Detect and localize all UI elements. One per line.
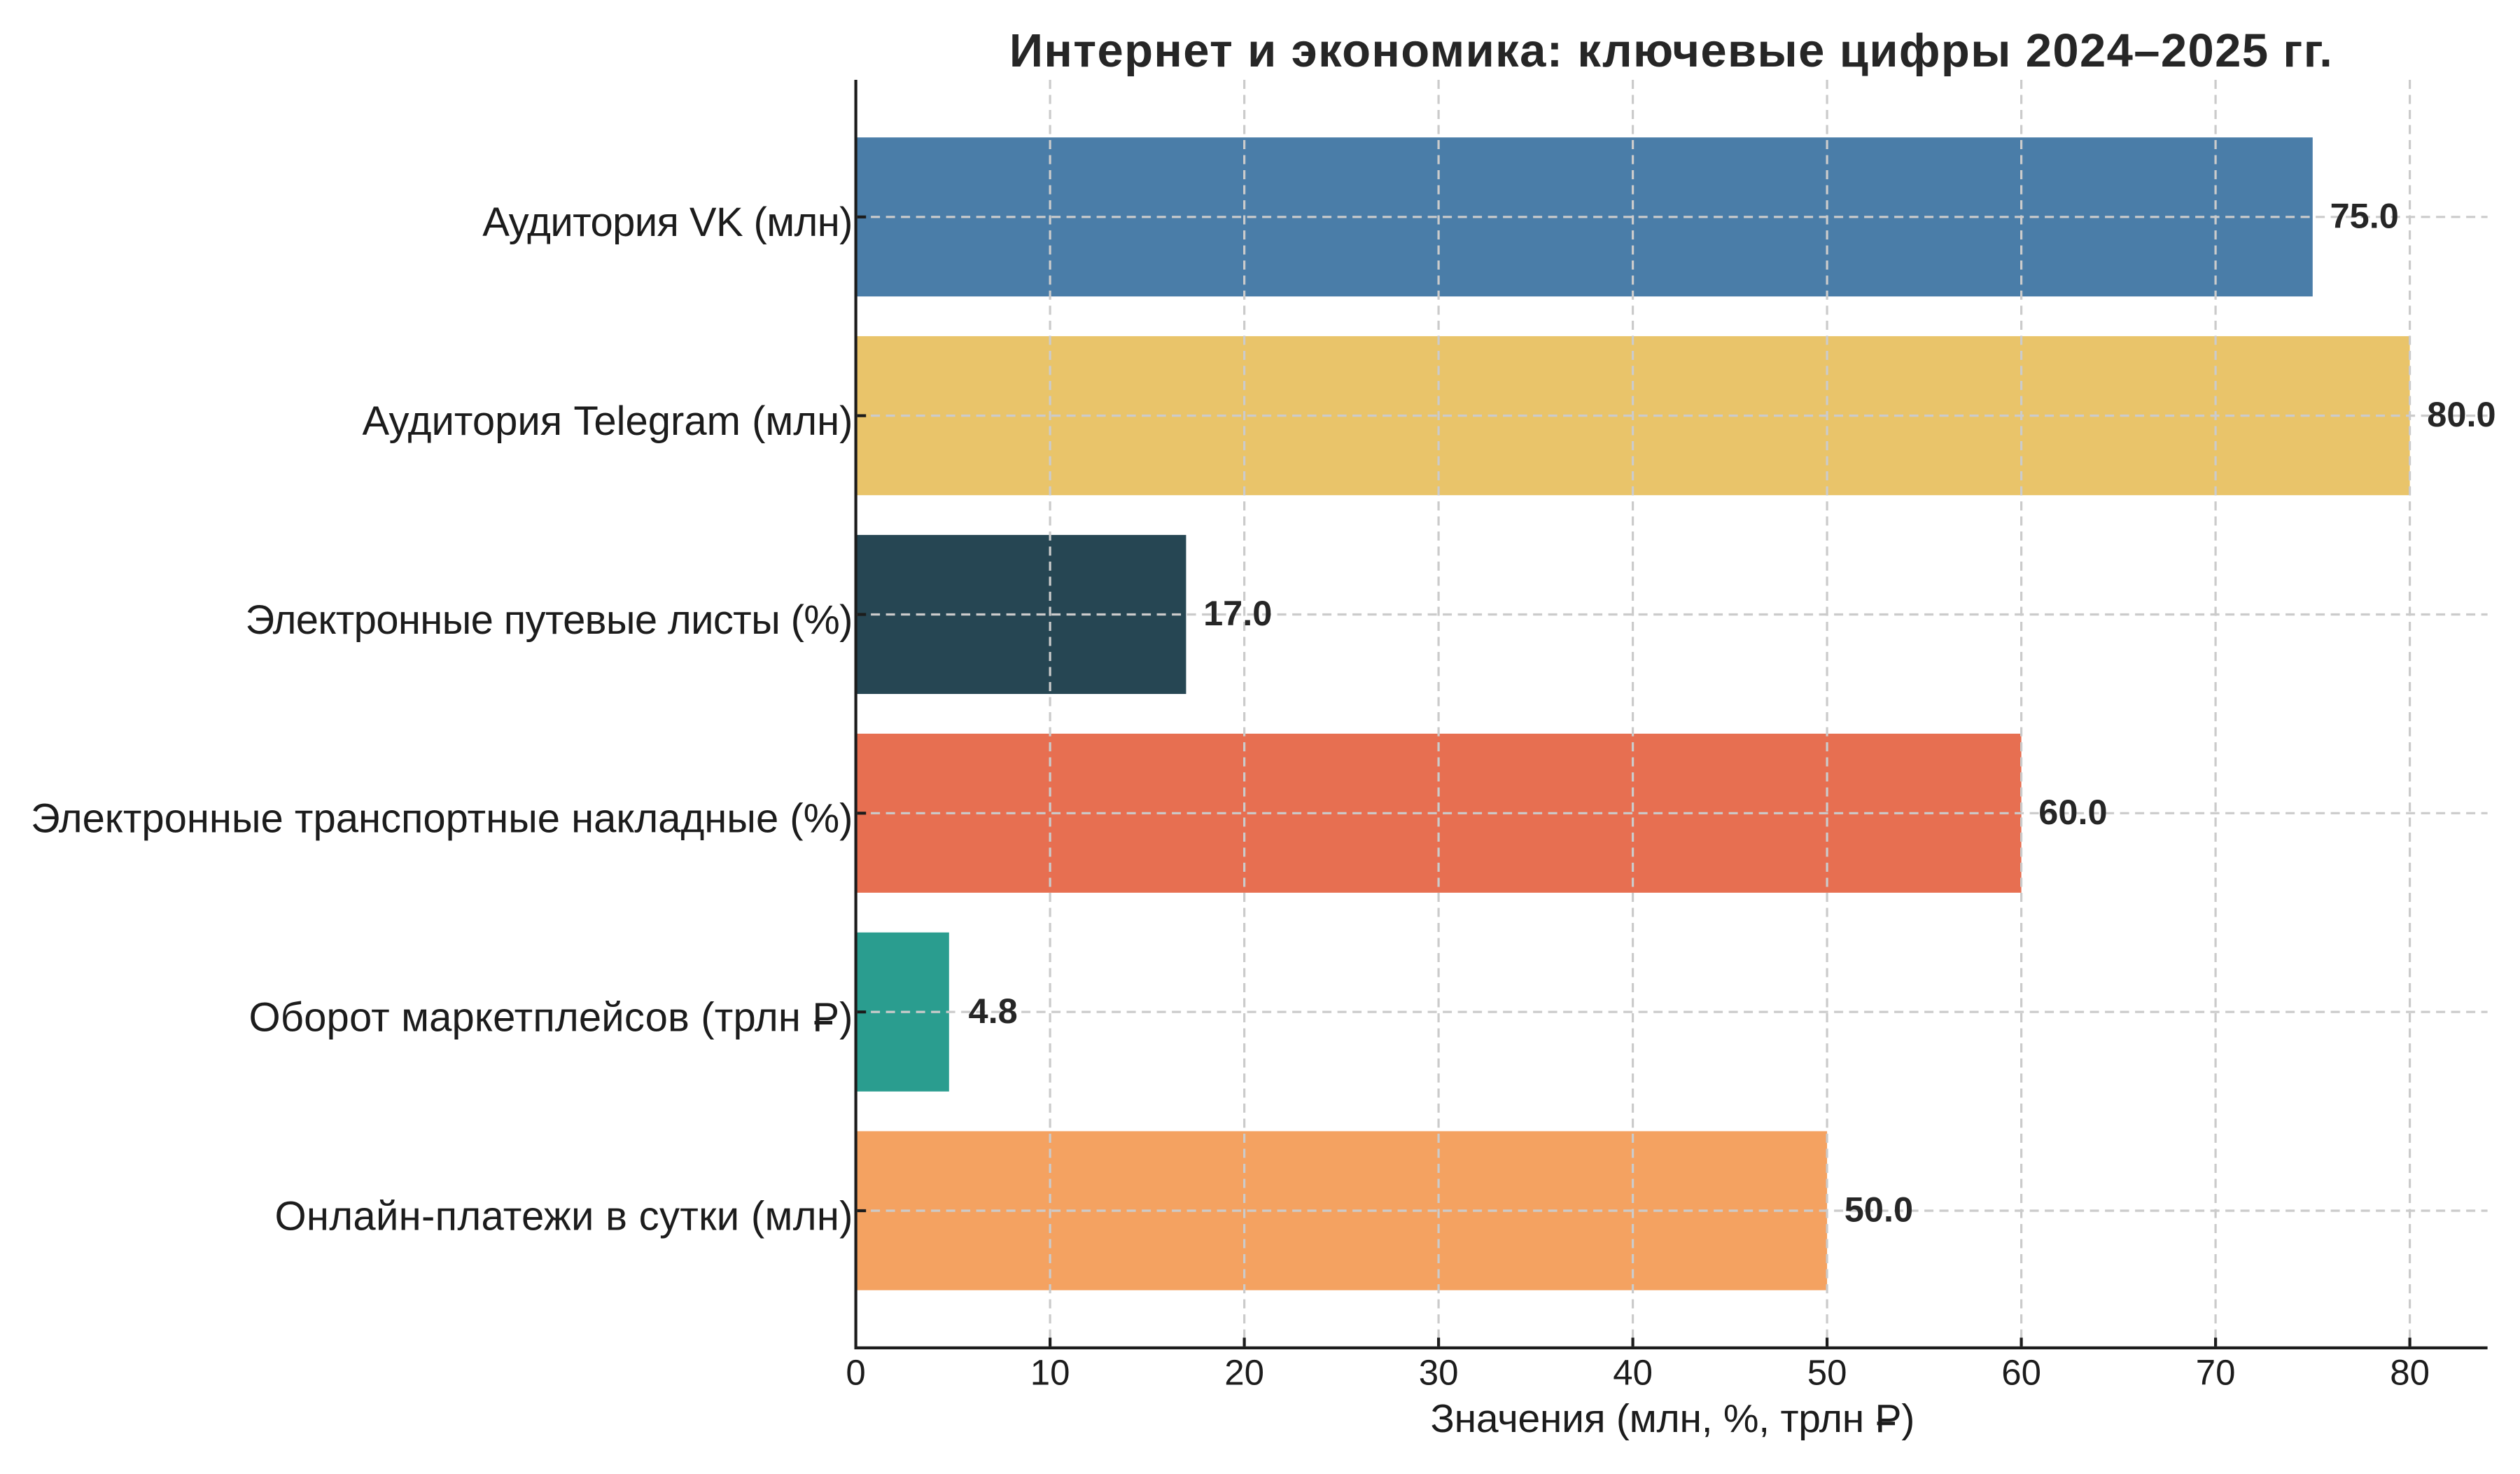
svg-text:Онлайн-платежи в сутки (млн): Онлайн-платежи в сутки (млн) [275,1193,853,1239]
svg-text:80.0: 80.0 [2427,394,2496,434]
svg-text:Значения (млн, %, трлн Р): Значения (млн, %, трлн Р) [1431,1396,1915,1441]
svg-text:0: 0 [846,1353,865,1393]
svg-text:Электронные транспортные накла: Электронные транспортные накладные (%) [31,796,853,842]
svg-text:75.0: 75.0 [2330,195,2399,235]
svg-text:50: 50 [1807,1353,1847,1393]
svg-text:Аудитория VK (млн): Аудитория VK (млн) [482,200,853,245]
svg-text:20: 20 [1224,1353,1264,1393]
svg-text:4.8: 4.8 [969,991,1018,1031]
svg-text:60.0: 60.0 [2038,792,2107,832]
svg-text:50.0: 50.0 [1844,1190,1913,1230]
svg-text:Интернет и экономика: ключевые: Интернет и экономика: ключевые цифры 202… [1009,25,2332,77]
svg-text:80: 80 [2390,1353,2430,1393]
svg-text:60: 60 [2001,1353,2041,1393]
svg-text:Оборот маркетплейсов (трлн Р): Оборот маркетплейсов (трлн Р) [249,995,853,1041]
svg-text:30: 30 [1419,1353,1459,1393]
svg-text:Аудитория Telegram (млн): Аудитория Telegram (млн) [363,398,853,444]
svg-text:10: 10 [1030,1353,1070,1393]
svg-text:17.0: 17.0 [1203,593,1272,633]
svg-text:70: 70 [2196,1353,2236,1393]
svg-text:Электронные путевые листы (%): Электронные путевые листы (%) [246,597,853,643]
svg-text:40: 40 [1613,1353,1653,1393]
